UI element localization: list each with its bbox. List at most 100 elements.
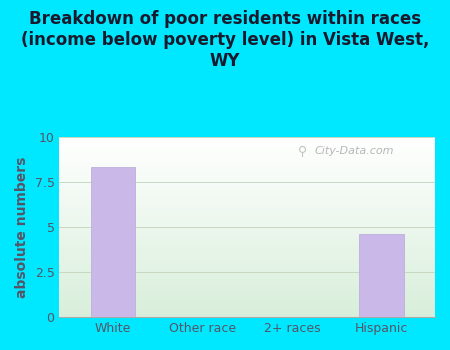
Bar [59, 281, 435, 282]
Bar [59, 246, 435, 247]
Bar [59, 282, 435, 283]
Bar [59, 205, 435, 206]
Bar [59, 187, 435, 188]
Bar [59, 308, 435, 309]
Bar [59, 149, 435, 150]
Text: Breakdown of poor residents within races
(income below poverty level) in Vista W: Breakdown of poor residents within races… [21, 10, 429, 70]
Bar [59, 140, 435, 141]
Bar [59, 139, 435, 140]
Bar [59, 304, 435, 306]
Bar [59, 286, 435, 287]
Bar [59, 217, 435, 218]
Bar [59, 166, 435, 167]
Bar [59, 234, 435, 235]
Bar [59, 178, 435, 179]
Bar [59, 311, 435, 312]
Bar [59, 238, 435, 239]
Bar [59, 197, 435, 198]
Bar [59, 198, 435, 199]
Bar [59, 229, 435, 230]
Bar [59, 295, 435, 296]
Bar [59, 232, 435, 233]
Bar [59, 290, 435, 291]
Bar [59, 220, 435, 222]
Bar [59, 230, 435, 231]
Bar [59, 208, 435, 209]
Bar [59, 145, 435, 146]
Bar [59, 153, 435, 154]
Bar [59, 294, 435, 295]
Bar [59, 256, 435, 257]
Bar [59, 263, 435, 264]
Bar [59, 247, 435, 248]
Bar [59, 201, 435, 202]
Bar [59, 285, 435, 286]
Bar [59, 138, 435, 139]
Bar [59, 142, 435, 143]
Bar [59, 237, 435, 238]
Bar [59, 259, 435, 260]
Bar [59, 271, 435, 272]
Bar [59, 176, 435, 177]
Bar [59, 299, 435, 300]
Bar [59, 158, 435, 159]
Bar [59, 224, 435, 225]
Bar [59, 169, 435, 170]
Bar [59, 300, 435, 301]
Bar [59, 298, 435, 299]
Bar [59, 268, 435, 269]
Bar [59, 262, 435, 263]
Bar [59, 209, 435, 210]
Bar [59, 260, 435, 261]
Bar [59, 306, 435, 307]
Bar [59, 265, 435, 266]
Bar [59, 164, 435, 166]
Bar [59, 150, 435, 151]
Text: City-Data.com: City-Data.com [315, 146, 394, 156]
Bar [59, 264, 435, 265]
Bar [59, 293, 435, 294]
Bar [59, 231, 435, 232]
Bar [59, 226, 435, 227]
Bar [59, 211, 435, 212]
Bar [59, 228, 435, 229]
Bar [59, 160, 435, 161]
Bar [59, 283, 435, 284]
Bar [59, 310, 435, 311]
Bar [59, 163, 435, 164]
Bar [59, 193, 435, 194]
Bar [59, 171, 435, 172]
Bar [59, 223, 435, 224]
Bar [59, 199, 435, 200]
Bar [59, 174, 435, 175]
Bar [59, 258, 435, 259]
Bar [59, 180, 435, 181]
Bar [59, 239, 435, 240]
Bar [59, 240, 435, 241]
Bar [59, 253, 435, 254]
Bar [59, 203, 435, 204]
Bar [59, 168, 435, 169]
Bar [59, 241, 435, 242]
Bar [59, 195, 435, 196]
Bar [59, 315, 435, 316]
Bar [59, 255, 435, 256]
Bar [59, 270, 435, 271]
Bar [59, 200, 435, 201]
Bar [59, 219, 435, 220]
Bar [59, 204, 435, 205]
Bar [59, 313, 435, 314]
Bar [59, 151, 435, 152]
Bar [59, 179, 435, 180]
Bar [59, 184, 435, 186]
Bar [59, 272, 435, 273]
Bar [59, 175, 435, 176]
Bar [59, 152, 435, 153]
Bar [59, 173, 435, 174]
Bar [59, 245, 435, 246]
Bar [59, 235, 435, 236]
Bar [59, 159, 435, 160]
Bar [59, 266, 435, 267]
Bar [59, 254, 435, 255]
Bar [59, 252, 435, 253]
